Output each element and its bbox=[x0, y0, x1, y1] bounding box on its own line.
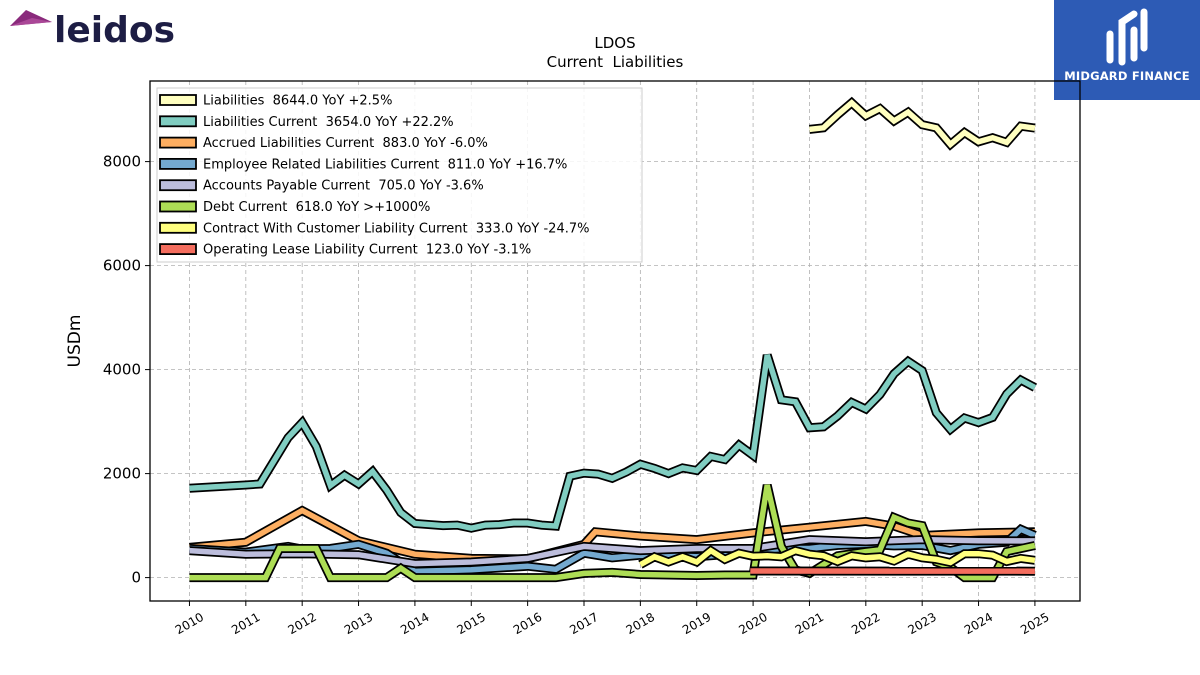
series-line-accrued-liabilities-current bbox=[189, 507, 1035, 562]
legend-swatch bbox=[159, 157, 197, 170]
legend-entry: Accounts Payable Current 705.0 YoY -3.6% bbox=[203, 179, 484, 194]
x-tick-label: 2025 bbox=[1018, 610, 1051, 637]
leidos-logo: leidos bbox=[10, 10, 175, 51]
chart-subtitle: Current Liabilities bbox=[547, 53, 684, 71]
y-tick-label: 8000 bbox=[103, 153, 141, 171]
legend-swatch bbox=[159, 243, 197, 256]
x-tick-label: 2010 bbox=[173, 610, 206, 637]
legend-swatch bbox=[159, 94, 197, 106]
legend-swatch bbox=[159, 200, 197, 213]
series-line-liabilities-current bbox=[189, 354, 1037, 532]
x-tick-label: 2022 bbox=[849, 610, 882, 637]
x-tick-label: 2023 bbox=[905, 610, 938, 637]
legend-entry: Operating Lease Liability Current 123.0 … bbox=[203, 243, 531, 258]
x-tick-label: 2015 bbox=[455, 610, 488, 637]
midgard-finance-badge: MIDGARD FINANCE bbox=[1054, 0, 1200, 100]
legend-entry: Accrued Liabilities Current 883.0 YoY -6… bbox=[203, 136, 488, 151]
legend-swatch bbox=[159, 221, 197, 234]
x-tick-label: 2024 bbox=[962, 610, 995, 637]
legend-swatch bbox=[159, 115, 197, 128]
x-tick-label: 2011 bbox=[229, 610, 262, 637]
plot-area-frame bbox=[149, 80, 1081, 602]
legend-swatch bbox=[159, 179, 197, 192]
midgard-logo-icon bbox=[1106, 8, 1148, 66]
x-tick-label: 2021 bbox=[793, 610, 826, 637]
series-lines bbox=[189, 96, 1038, 583]
y-tick-label: 6000 bbox=[103, 257, 141, 275]
legend-entry: Employee Related Liabilities Current 811… bbox=[203, 157, 567, 172]
series-line-liabilities bbox=[809, 99, 1036, 149]
leidos-logo-mark-accent bbox=[10, 18, 52, 26]
legend: Liabilities 8644.0 YoY +2.5% Liabilities … bbox=[156, 87, 643, 263]
series-line-contract-with-customer-liability-current bbox=[639, 547, 1036, 568]
series-line-debt-current bbox=[189, 484, 1036, 581]
x-tick-label: 2018 bbox=[624, 610, 657, 637]
legend-swatch bbox=[159, 136, 197, 149]
x-tick-label: 2020 bbox=[736, 610, 769, 637]
x-tick-label: 2017 bbox=[567, 610, 600, 637]
x-tick-label: 2019 bbox=[680, 610, 713, 637]
y-tick-label: 2000 bbox=[103, 465, 141, 483]
legend-entry: Debt Current 618.0 YoY >+1000% bbox=[203, 200, 430, 215]
leidos-logo-text: leidos bbox=[54, 10, 175, 51]
x-tick-label: 2016 bbox=[511, 610, 544, 637]
legend-box bbox=[156, 87, 643, 263]
midgard-finance-label: MIDGARD FINANCE bbox=[1064, 69, 1190, 83]
y-tick-label: 4000 bbox=[103, 361, 141, 379]
chart-title: LDOS bbox=[594, 34, 635, 52]
legend-entry: Liabilities Current 3654.0 YoY +22.2% bbox=[203, 115, 454, 130]
x-tick-label: 2014 bbox=[398, 610, 431, 637]
y-tick-label: 0 bbox=[131, 569, 141, 587]
y-axis-label: USDm bbox=[65, 315, 85, 368]
legend-entry: Contract With Customer Liability Current… bbox=[203, 221, 589, 236]
legend-entry: Liabilities 8644.0 YoY +2.5% bbox=[203, 94, 392, 109]
x-tick-label: 2012 bbox=[285, 610, 318, 637]
series-line-employee-related-liabilities-current bbox=[189, 525, 1037, 575]
x-tick-label: 2013 bbox=[342, 610, 375, 637]
series-line-accounts-payable-current bbox=[189, 536, 1035, 567]
